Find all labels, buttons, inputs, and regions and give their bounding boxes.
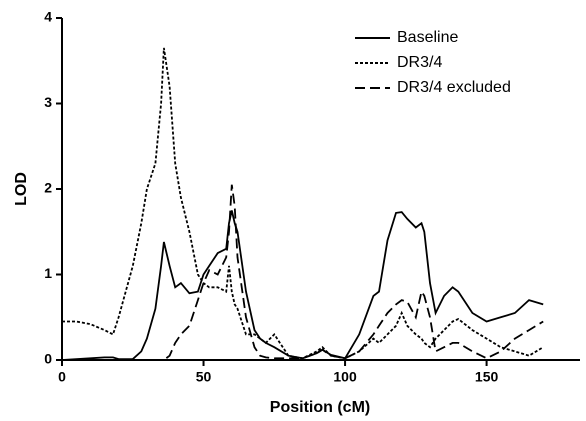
x-tick-label: 0 xyxy=(58,369,66,385)
x-tick-label: 150 xyxy=(475,369,499,385)
x-tick-label: 100 xyxy=(333,369,357,385)
y-tick-label: 2 xyxy=(44,180,52,196)
y-tick-label: 4 xyxy=(44,9,52,25)
series-line xyxy=(62,47,544,360)
x-tick-label: 50 xyxy=(196,369,212,385)
y-tick-label: 0 xyxy=(44,351,52,367)
series-line xyxy=(61,210,544,361)
x-axis-title: Position (cM) xyxy=(270,399,370,416)
legend-label: Baseline xyxy=(397,29,458,46)
legend-label: DR3/4 xyxy=(397,54,442,71)
y-tick-label: 1 xyxy=(44,265,52,281)
series-line xyxy=(62,184,544,361)
y-tick-label: 3 xyxy=(44,94,52,110)
legend-label: DR3/4 excluded xyxy=(397,79,511,96)
y-axis-title: LOD xyxy=(13,172,30,206)
